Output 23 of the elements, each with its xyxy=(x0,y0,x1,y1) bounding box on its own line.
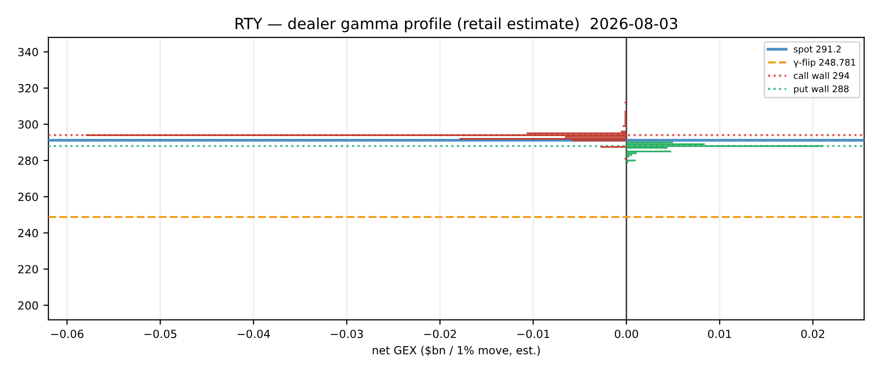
y-tick-label: 320 xyxy=(18,84,38,92)
y-tick-label: 340 xyxy=(18,48,38,56)
legend-label: put wall 288 xyxy=(794,85,849,94)
x-tick-label: −0.02 xyxy=(424,330,456,338)
y-tick-label: 300 xyxy=(18,120,38,129)
x-tick-label: 0.02 xyxy=(801,330,824,338)
legend-label: γ-flip 248.781 xyxy=(793,58,856,68)
chart-title: RTY — dealer gamma profile (retail estimate) 2026-08-03 xyxy=(236,17,678,32)
x-tick-label: −0.06 xyxy=(51,330,84,338)
y-tick-label: 240 xyxy=(18,228,38,238)
y-tick-label: 200 xyxy=(18,301,38,310)
legend-label: call wall 294 xyxy=(794,72,850,80)
x-tick-label: 0.00 xyxy=(614,330,638,338)
y-tick-label: 220 xyxy=(18,265,38,274)
legend-label: spot 291.2 xyxy=(794,46,841,54)
x-tick-label: −0.05 xyxy=(144,330,176,338)
y-tick-label: 260 xyxy=(18,192,38,202)
x-tick-label: −0.01 xyxy=(517,330,550,338)
x-tick-label: −0.03 xyxy=(330,330,363,338)
x-tick-label: −0.04 xyxy=(238,330,270,338)
x-tick-label: 0.01 xyxy=(708,330,731,338)
y-tick-label: 280 xyxy=(18,156,38,165)
x-axis-title: net GEX ($bn / 1% move, est.) xyxy=(372,346,540,356)
